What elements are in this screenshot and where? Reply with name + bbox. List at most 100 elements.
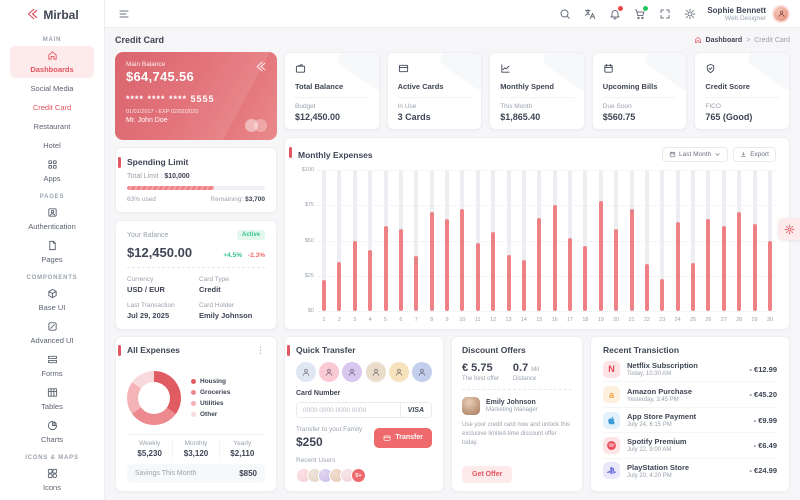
transaction-row-playstation-store[interactable]: PlayStation Store July 20, 4:20 PM - €24…	[603, 459, 777, 483]
savings-value: $850	[239, 469, 257, 478]
sidebar-item-dashboards[interactable]: Dashboards	[10, 46, 94, 78]
sidebar-item-label: Advanced UI	[30, 336, 74, 345]
period-label: Monthly	[184, 440, 208, 447]
bar-track	[506, 170, 511, 311]
sidebar-item-icons[interactable]: Icons	[10, 464, 94, 496]
sidebar-item-charts[interactable]: Charts	[10, 416, 94, 448]
recent-user-avatar-3[interactable]	[318, 468, 333, 483]
fullscreen-icon[interactable]	[656, 5, 674, 23]
quick-transfer-card: Quick Transfer Card Number VISA Transfer…	[284, 336, 444, 492]
bar-day-17: 17	[564, 170, 576, 323]
recent-user-avatar-4[interactable]	[329, 468, 344, 483]
bar-value	[322, 279, 326, 311]
sidebar-item-base-ui[interactable]: Base UI	[10, 284, 94, 316]
x-axis-tick: 30	[766, 317, 773, 323]
get-offer-button[interactable]: Get Offer	[462, 466, 513, 483]
transfer-button[interactable]: Transfer	[374, 427, 432, 448]
card-number-input[interactable]	[297, 403, 400, 417]
export-button[interactable]: Export	[733, 147, 776, 162]
sidebar-item-pages[interactable]: Pages	[10, 236, 94, 268]
topbar: Sophie Bennett Web Designer	[105, 0, 800, 28]
x-axis-tick: 13	[505, 317, 512, 323]
shield-icon	[705, 61, 716, 78]
contact-avatar-4[interactable]	[365, 362, 386, 382]
contact-avatar-6[interactable]	[411, 362, 432, 382]
contact-avatar-2[interactable]	[319, 362, 340, 382]
stats-row: Total Balance Budget $12,450.00 Active C…	[284, 52, 790, 130]
contact-avatar-1[interactable]	[296, 362, 316, 382]
profile[interactable]: Sophie Bennett Web Designer	[707, 4, 790, 23]
search-icon[interactable]	[556, 5, 574, 23]
kebab-menu-icon[interactable]: ⋮	[256, 344, 265, 355]
transaction-row-spotify-premium[interactable]: Spotify Premium July 22, 9:00 AM - €6.49	[603, 433, 777, 459]
contact-avatar-3[interactable]	[342, 362, 363, 382]
stat-title: Total Balance	[295, 82, 344, 91]
translate-icon[interactable]	[581, 5, 599, 23]
transfer-to-label: Transfer to yout Family	[296, 426, 363, 433]
your-balance-row: $12,450.00 +4.5% -2.3%	[127, 245, 265, 268]
stat-sublabel: In Use	[397, 97, 472, 110]
recent-user-avatar-2[interactable]	[307, 468, 322, 483]
gridline	[318, 170, 776, 171]
x-axis-tick: 20	[613, 317, 620, 323]
stat-sublabel: Budget	[295, 97, 369, 110]
sidebar-item-label: Dashboards	[30, 65, 74, 74]
breadcrumb-dashboard-link[interactable]: Dashboard	[705, 36, 743, 44]
bar-track	[521, 170, 526, 311]
cart-icon[interactable]	[631, 5, 649, 23]
sidebar-item-apps[interactable]: Apps	[10, 155, 94, 187]
bar-track	[383, 170, 388, 311]
sidebar-item-tables[interactable]: Tables	[10, 383, 94, 415]
sidebar-item-restaurant[interactable]: Restaurant	[10, 117, 94, 135]
transaction-time: Today, 10:30 AM	[627, 371, 672, 378]
bar-value	[568, 237, 572, 311]
sidebar-item-credit-card[interactable]: Credit Card	[10, 98, 94, 116]
credit-card-widget[interactable]: Main Balance $64,745.56 **** **** **** 5…	[115, 52, 277, 140]
bar-day-12: 12	[487, 170, 499, 323]
notifications-icon[interactable]	[606, 5, 624, 23]
stat-sublabel: This Month	[500, 97, 574, 110]
main-balance-label: Main Balance	[126, 61, 166, 68]
settings-fab[interactable]	[778, 218, 800, 240]
bar-value	[337, 261, 342, 311]
brand-logo[interactable]: Mirbal	[0, 0, 104, 30]
field-value: Credit	[199, 285, 221, 294]
page-content: Credit Card Dashboard > Credit Card Main…	[105, 28, 800, 500]
bar-day-22: 22	[641, 170, 653, 323]
bar-track	[675, 170, 680, 311]
transaction-row-amazon-purchase[interactable]: a Amazon Purchase Yesterday, 3:45 PM - €…	[603, 382, 777, 408]
recent-users-more-badge[interactable]: 5+	[351, 468, 366, 483]
transaction-name: PlayStation Store	[627, 462, 690, 472]
transaction-amount: - €6.49	[753, 440, 777, 450]
menu-icon[interactable]	[115, 5, 133, 23]
recent-users: 5+	[296, 468, 432, 483]
recent-user-avatar-5[interactable]	[340, 468, 355, 483]
bar-day-25: 25	[687, 170, 699, 323]
trend-icon	[500, 61, 511, 78]
bar-track	[322, 170, 326, 311]
sidebar-item-advanced-ui[interactable]: Advanced UI	[10, 317, 94, 349]
field-label: Card Type	[199, 276, 229, 283]
sidebar-item-social-media[interactable]: Social Media	[10, 79, 94, 97]
bar-track	[460, 170, 465, 311]
profile-name: Sophie Bennett	[707, 5, 766, 15]
transaction-row-netflix-subscription[interactable]: N Netflix Subscription Today, 10:30 AM -…	[603, 357, 777, 383]
sidebar-item-forms[interactable]: Forms	[10, 350, 94, 382]
transaction-row-app-store-payment[interactable]: App Store Payment July 24, 6:15 PM - €9.…	[603, 408, 777, 434]
theme-icon[interactable]	[681, 5, 699, 23]
transaction-amount: - €45.20	[749, 390, 777, 400]
sidebar-item-label: Hotel	[43, 140, 61, 150]
bar-value	[721, 226, 726, 311]
stat-value: $12,450.00	[295, 112, 341, 122]
contact-avatar-5[interactable]	[388, 362, 409, 382]
spending-limit-remaining: Remaining: $3,700	[210, 196, 265, 203]
stat-card-active-cards: Active Cards In Use 3 Cards	[386, 52, 483, 130]
netflix-icon: N	[603, 360, 620, 378]
bar-track	[644, 170, 649, 311]
sidebar-item-hotel[interactable]: Hotel	[10, 136, 94, 154]
sidebar-item-authentication[interactable]: Authentication	[10, 203, 94, 235]
bar-track	[491, 170, 496, 311]
left-column: Main Balance $64,745.56 **** **** **** 5…	[115, 52, 277, 330]
period-dropdown[interactable]: Last Month	[662, 147, 729, 162]
breadcrumb-current: Credit Card	[754, 36, 790, 44]
